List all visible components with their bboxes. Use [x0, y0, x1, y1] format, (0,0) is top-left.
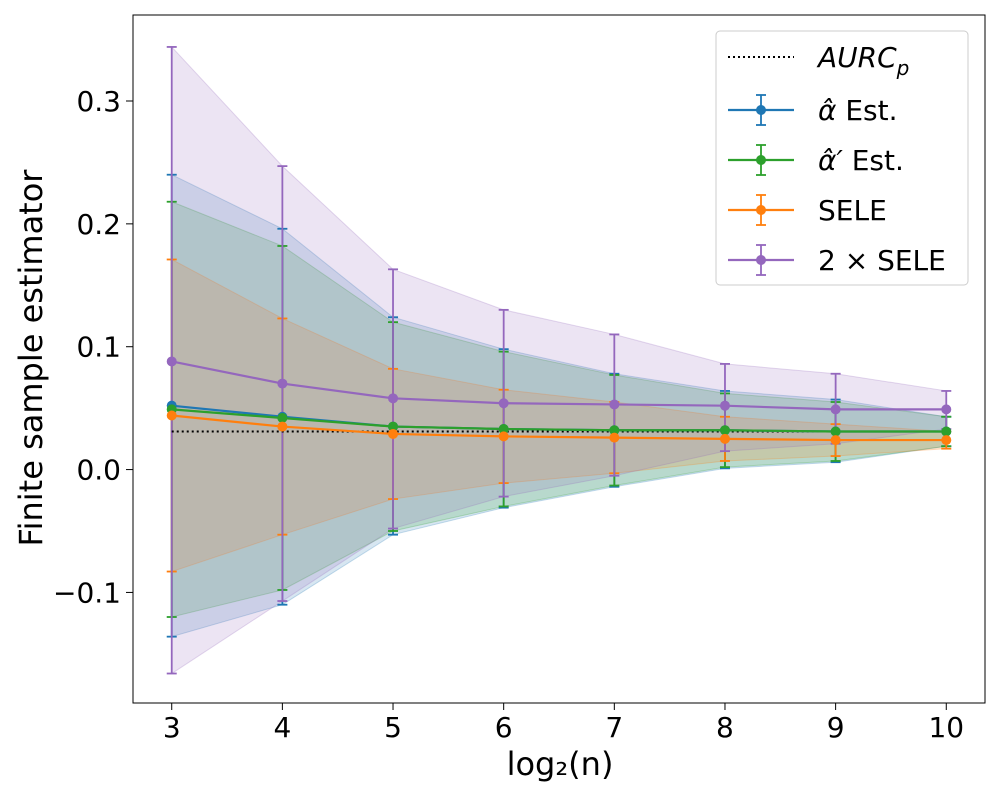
point-series-3-pt-4	[609, 399, 620, 410]
point-series-3-pt-6	[830, 404, 841, 415]
legend-item-series-1: α̂′ Est.	[728, 144, 904, 177]
legend-label-series-1: α̂′ Est.	[818, 144, 904, 177]
legend-label-series-0: α̂ Est.	[818, 94, 898, 127]
point-series-3-pt-5	[719, 400, 730, 411]
x-tick-label-7: 10	[928, 711, 964, 744]
legend-box	[715, 30, 969, 286]
legend-label-series-3: 2 × SELE	[818, 244, 946, 277]
point-series-3-pt-3	[498, 398, 509, 409]
point-series-2-pt-7	[941, 435, 952, 446]
point-series-2-pt-6	[830, 435, 841, 446]
legend-item-series-2: SELE	[728, 194, 887, 227]
plot-frame	[132, 14, 986, 704]
y-tick-label-0: −0.1	[53, 576, 121, 609]
legend-label-reference: AURCp	[816, 41, 909, 80]
point-series-3-pt-7	[941, 404, 952, 415]
point-series-1-pt-6	[830, 426, 841, 437]
point-series-3-pt-0	[166, 356, 177, 367]
point-series-2-pt-2	[388, 428, 399, 439]
y-tick-label-1: 0.0	[76, 454, 121, 487]
series-points	[166, 356, 952, 446]
legend-items: AURCp α̂ Est. α̂′ Est. SELE 2 × SELE	[728, 41, 946, 277]
point-series-1-pt-7	[941, 426, 952, 437]
confidence-bands	[171, 45, 947, 675]
point-series-1-pt-5	[719, 425, 730, 436]
x-tick-label-3: 6	[495, 711, 513, 744]
point-series-3-pt-2	[388, 393, 399, 404]
line-series-1	[171, 408, 947, 433]
point-series-1-pt-2	[388, 421, 399, 432]
point-series-2-pt-0	[166, 410, 177, 421]
point-series-3-pt-1	[277, 378, 288, 389]
point-series-2-pt-3	[498, 431, 509, 442]
point-series-2-pt-4	[609, 432, 620, 443]
x-tick-label-6: 9	[827, 711, 845, 744]
legend-item-series-3: 2 × SELE	[728, 244, 946, 277]
y-axis-label: Finite sample estimator	[12, 169, 50, 547]
y-tick-label-3: 0.2	[76, 208, 121, 241]
x-axis-ticks: 3 4 5 6 7 8 9 10	[163, 703, 964, 744]
legend: AURCp α̂ Est. α̂′ Est. SELE 2 × SELE	[715, 30, 969, 286]
point-series-2-pt-5	[719, 433, 730, 444]
x-tick-label-2: 5	[384, 711, 402, 744]
x-tick-label-1: 4	[273, 711, 291, 744]
x-tick-label-0: 3	[163, 711, 181, 744]
y-tick-label-2: 0.1	[76, 331, 121, 364]
series-lines	[171, 360, 947, 442]
x-axis-label: log₂(n)	[507, 745, 614, 783]
point-series-1-pt-4	[609, 425, 620, 436]
legend-item-series-0: α̂ Est.	[728, 94, 898, 127]
line-series-2	[171, 414, 947, 442]
legend-label-series-2: SELE	[818, 194, 887, 227]
y-tick-label-4: 0.3	[76, 85, 121, 118]
x-tick-label-4: 7	[605, 711, 623, 744]
x-tick-label-5: 8	[716, 711, 734, 744]
line-series-3	[171, 360, 947, 411]
point-series-2-pt-1	[277, 421, 288, 432]
point-series-1-pt-1	[277, 412, 288, 423]
y-axis-ticks: −0.1 0.0 0.1 0.2 0.3	[53, 85, 133, 609]
point-series-1-pt-3	[498, 424, 509, 435]
legend-item-reference: AURCp	[728, 41, 909, 80]
